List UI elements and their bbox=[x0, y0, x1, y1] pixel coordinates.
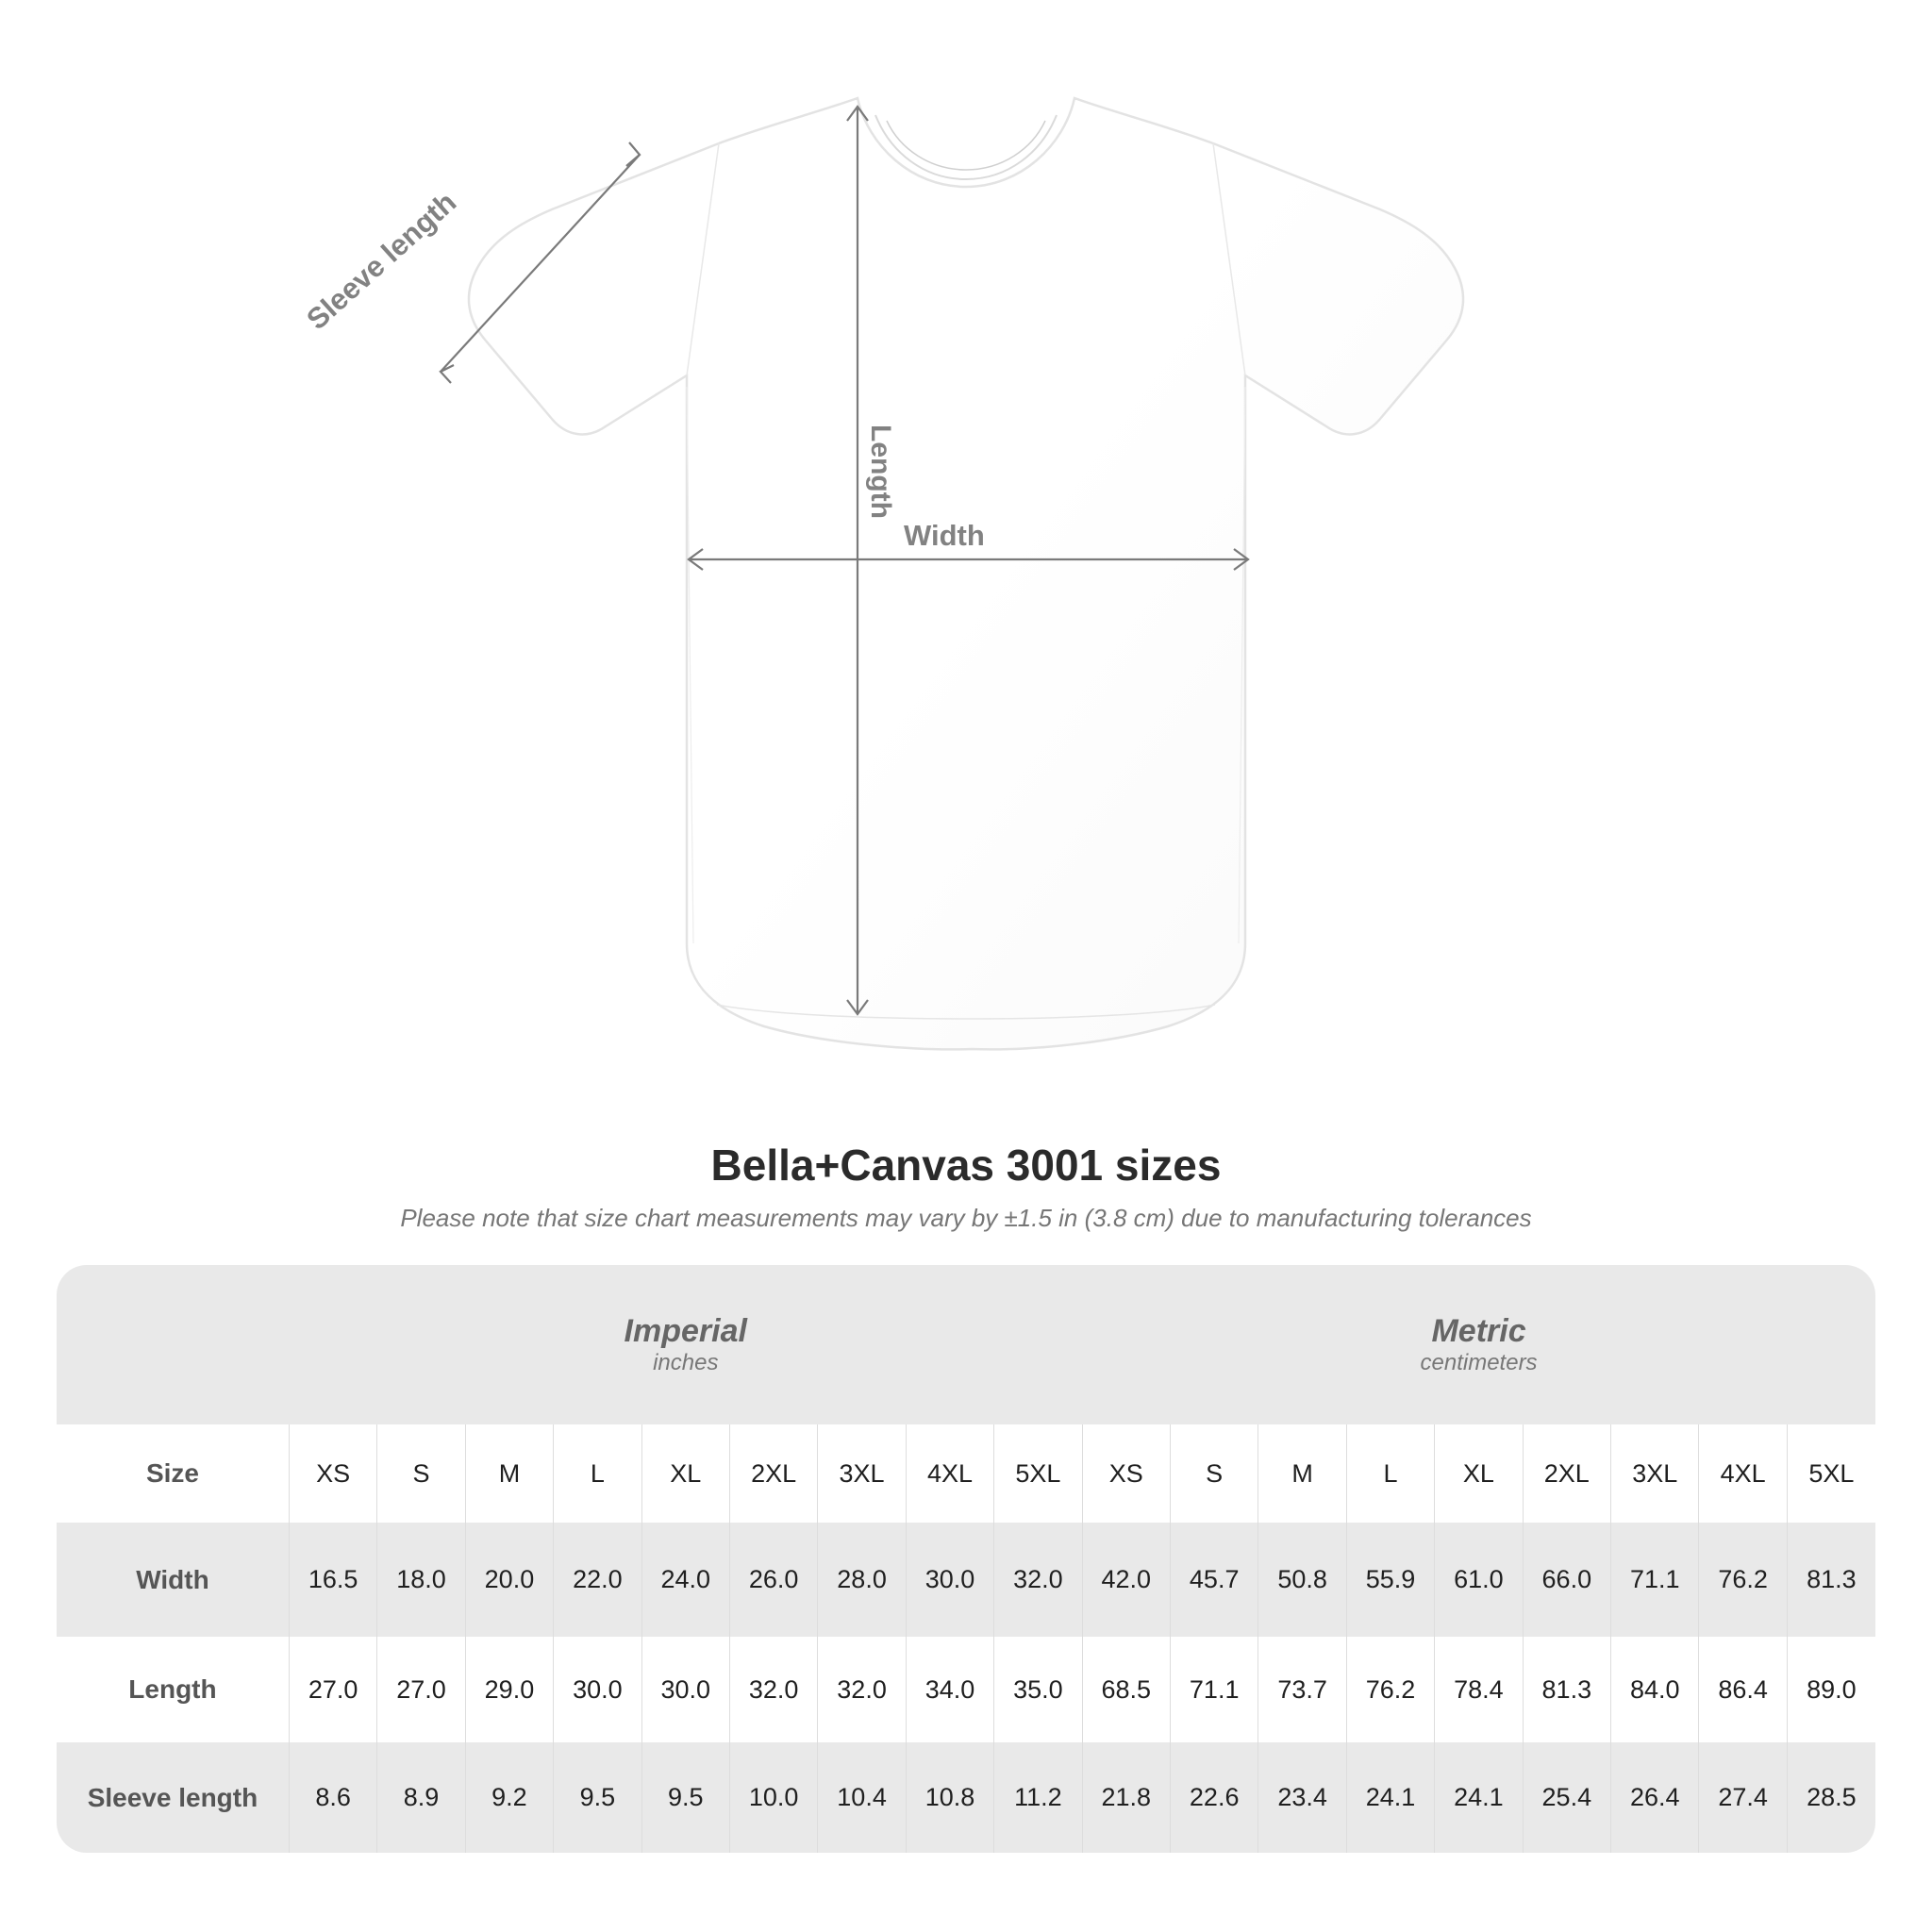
svg-text:Length: Length bbox=[865, 425, 896, 519]
svg-text:Width: Width bbox=[904, 519, 985, 552]
svg-text:Sleeve length: Sleeve length bbox=[300, 185, 462, 336]
